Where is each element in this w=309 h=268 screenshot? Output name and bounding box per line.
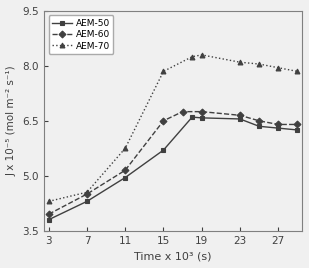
AEM-50 — [276, 126, 280, 130]
AEM-50 — [257, 125, 261, 128]
AEM-50 — [238, 117, 242, 121]
AEM-70 — [257, 62, 261, 66]
AEM-70 — [276, 66, 280, 69]
AEM-50 — [162, 148, 165, 152]
AEM-60 — [85, 192, 89, 196]
AEM-50 — [200, 116, 204, 120]
AEM-70 — [190, 55, 194, 58]
AEM-60 — [162, 119, 165, 122]
AEM-60 — [238, 114, 242, 117]
AEM-70 — [47, 200, 51, 203]
AEM-70 — [85, 191, 89, 194]
Line: AEM-60: AEM-60 — [46, 109, 300, 217]
Line: AEM-50: AEM-50 — [46, 115, 300, 222]
AEM-70 — [295, 70, 299, 73]
AEM-60 — [47, 213, 51, 216]
X-axis label: Time x 10³ (s): Time x 10³ (s) — [134, 251, 212, 261]
AEM-70 — [123, 147, 127, 150]
AEM-50 — [123, 176, 127, 179]
AEM-60 — [257, 119, 261, 122]
AEM-60 — [295, 123, 299, 126]
AEM-50 — [85, 200, 89, 203]
AEM-70 — [238, 61, 242, 64]
AEM-50 — [295, 128, 299, 132]
AEM-60 — [123, 169, 127, 172]
Line: AEM-70: AEM-70 — [46, 53, 300, 204]
AEM-50 — [47, 218, 51, 221]
AEM-50 — [190, 116, 194, 119]
AEM-70 — [162, 70, 165, 73]
AEM-60 — [200, 110, 204, 113]
Legend: AEM-50, AEM-60, AEM-70: AEM-50, AEM-60, AEM-70 — [49, 16, 113, 54]
AEM-60 — [181, 110, 184, 113]
AEM-70 — [200, 53, 204, 57]
Y-axis label: J x 10⁻⁵ (mol m⁻² s⁻¹): J x 10⁻⁵ (mol m⁻² s⁻¹) — [7, 65, 17, 176]
AEM-60 — [276, 123, 280, 126]
